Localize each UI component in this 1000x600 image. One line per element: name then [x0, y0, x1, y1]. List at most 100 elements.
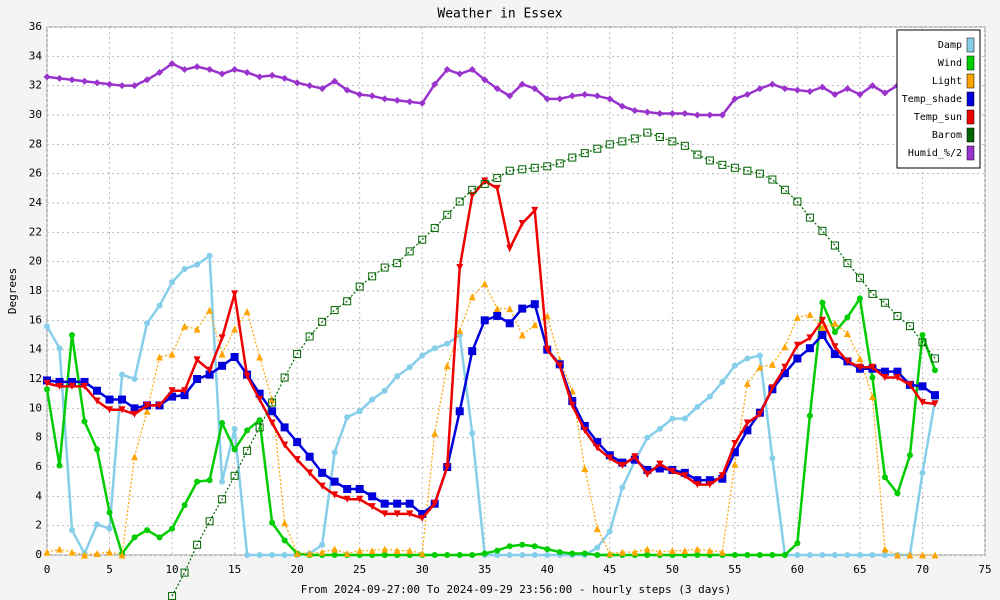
marker — [806, 552, 813, 558]
marker — [606, 454, 614, 462]
marker — [530, 300, 539, 309]
marker — [930, 354, 939, 363]
marker — [368, 492, 377, 501]
marker — [756, 85, 764, 93]
marker — [769, 552, 776, 558]
marker — [380, 263, 389, 272]
marker — [668, 547, 676, 555]
marker — [244, 552, 251, 558]
marker — [394, 373, 401, 380]
marker — [931, 400, 939, 408]
marker — [443, 66, 451, 74]
marker — [331, 545, 339, 553]
marker — [418, 235, 427, 244]
marker — [581, 550, 588, 557]
marker — [468, 293, 476, 301]
marker — [393, 547, 401, 555]
marker — [581, 426, 589, 434]
marker — [643, 108, 651, 116]
marker — [381, 510, 389, 518]
legend-swatch — [966, 109, 975, 125]
marker — [681, 110, 689, 118]
marker — [169, 279, 176, 286]
marker — [518, 304, 527, 313]
marker — [406, 510, 414, 518]
marker — [306, 550, 314, 558]
marker — [681, 472, 689, 480]
marker — [281, 552, 288, 558]
marker — [856, 354, 864, 362]
marker — [331, 491, 339, 499]
marker — [268, 398, 277, 407]
marker — [193, 325, 201, 333]
marker — [193, 63, 201, 71]
marker — [656, 460, 664, 468]
marker — [831, 90, 839, 98]
marker — [256, 73, 264, 81]
legend-label: Damp — [938, 40, 962, 51]
legend-label: Wind — [938, 58, 962, 69]
marker — [643, 128, 652, 137]
marker — [568, 153, 577, 162]
marker — [194, 261, 201, 268]
y-tick-label: 28 — [29, 137, 42, 150]
marker — [244, 427, 251, 434]
marker — [693, 111, 701, 119]
marker — [805, 344, 814, 353]
marker — [81, 418, 88, 425]
marker — [56, 74, 64, 82]
marker — [443, 463, 451, 471]
marker — [318, 482, 326, 490]
marker — [843, 259, 852, 268]
marker — [293, 550, 301, 558]
marker — [868, 393, 876, 401]
marker — [531, 206, 539, 214]
marker — [831, 329, 838, 336]
marker — [493, 184, 501, 192]
marker — [830, 241, 839, 250]
marker — [869, 552, 876, 558]
marker — [405, 247, 414, 256]
series-line — [46, 179, 936, 520]
marker — [144, 527, 151, 534]
marker — [893, 551, 901, 559]
legend-label: Light — [932, 76, 962, 87]
marker — [868, 289, 877, 298]
marker — [68, 382, 76, 390]
marker — [368, 503, 376, 511]
marker — [855, 273, 864, 282]
marker — [218, 361, 227, 370]
marker — [469, 552, 476, 558]
marker — [818, 331, 827, 339]
marker — [880, 298, 889, 307]
marker — [656, 425, 663, 432]
x-tick-label: 30 — [416, 563, 429, 576]
marker — [131, 82, 139, 90]
marker — [543, 162, 552, 171]
marker — [718, 160, 727, 169]
marker — [894, 490, 901, 497]
marker — [794, 552, 801, 558]
marker — [493, 311, 502, 320]
marker — [743, 166, 752, 175]
marker — [731, 552, 738, 558]
marker — [444, 552, 451, 558]
marker — [230, 471, 239, 480]
x-tick-label: 5 — [106, 563, 113, 576]
marker — [456, 70, 464, 78]
marker — [706, 111, 714, 119]
marker — [93, 397, 101, 405]
marker — [706, 393, 713, 400]
marker — [544, 546, 551, 553]
legend-box — [896, 29, 981, 169]
marker — [806, 412, 813, 419]
marker — [705, 156, 714, 165]
marker — [381, 95, 389, 103]
marker — [456, 264, 464, 272]
marker — [905, 322, 914, 331]
marker — [431, 500, 439, 508]
marker — [105, 395, 114, 404]
marker — [806, 88, 814, 96]
y-tick-label: 36 — [29, 20, 42, 33]
legend-swatch — [966, 73, 975, 89]
